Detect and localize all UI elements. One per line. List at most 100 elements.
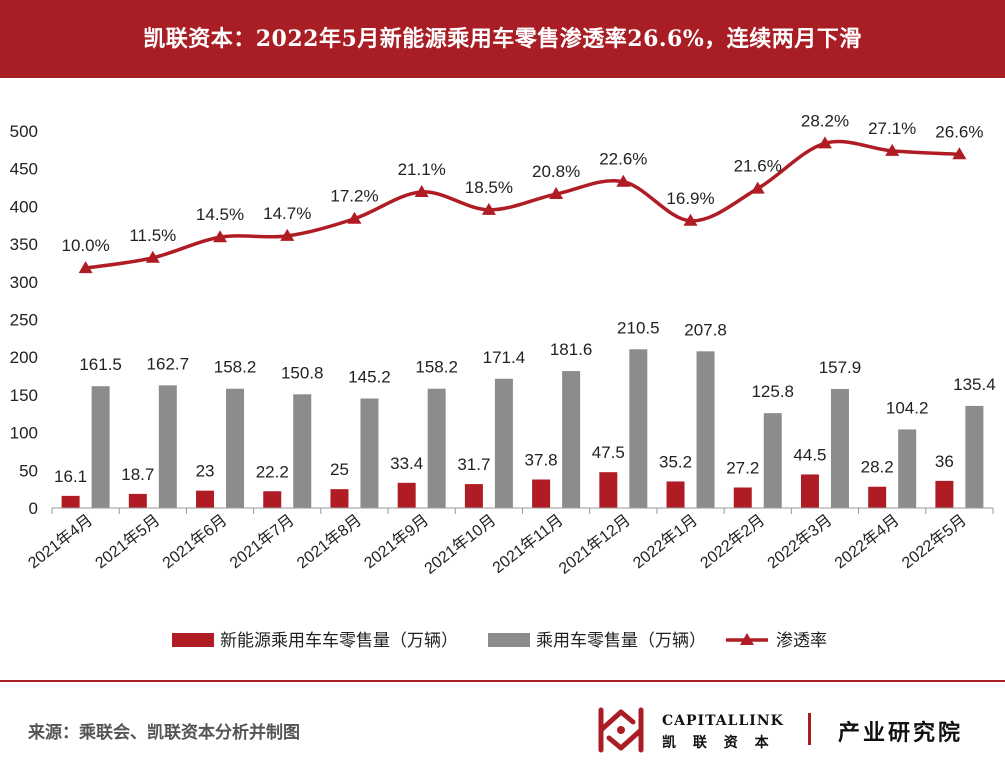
data-label-nev: 44.5 [793,445,826,464]
bar-total-sales [562,371,581,508]
data-label-nev: 37.8 [525,450,558,469]
chart: 0 50 100 150 200 250 300 350 400 450 500 16.1 161.5… [10,111,996,650]
x-tick-label: 2021年6月 [159,511,230,572]
data-label-nev: 22.2 [256,462,289,481]
bar-total-sales [763,413,782,508]
brand-separator [808,713,811,745]
x-tick-label: 2021年8月 [294,511,365,572]
bar-nev-sales [464,484,483,508]
y-tick-label: 250 [10,311,38,330]
bar-total-sales [226,388,245,508]
rate-marker [481,202,496,215]
x-tick-label: 2022年5月 [898,511,969,572]
rate-marker [78,261,93,274]
data-label-total: 125.8 [751,382,794,401]
bar-nev-sales [61,495,80,508]
rate-marker [683,213,698,226]
data-label-rate: 18.5% [465,178,513,197]
data-label-rate: 14.7% [263,204,311,223]
page-title: 凯联资本：2022年5月新能源乘用车零售渗透率26.6%，连续两月下滑 [143,26,862,52]
rate-marker [750,181,765,194]
bar-nev-sales [397,482,416,508]
x-tick-label: 2021年11月 [489,511,566,577]
department-name: 产业研究院 [838,720,964,746]
source-note: 来源：乘联会、凯联资本分析并制图 [28,723,300,743]
x-tick-label: 2021年5月 [92,511,163,572]
bar-total-sales [629,349,648,508]
footer-divider [0,680,1005,682]
rate-marker [616,174,631,187]
data-label-total: 135.4 [953,375,996,394]
data-label-rate: 14.5% [196,205,244,224]
data-label-nev: 33.4 [390,454,423,473]
data-label-nev: 36 [935,452,954,471]
bar-nev-sales [532,479,551,508]
data-label-total: 161.5 [79,355,122,374]
bar-nev-sales [128,493,147,508]
data-label-total: 210.5 [617,318,660,337]
data-label-total: 158.2 [214,358,257,377]
rate-marker [347,211,362,224]
brand-name-en: CAPITALLINK [662,713,784,729]
data-label-nev: 25 [330,460,349,479]
rate-line-path [85,139,960,270]
data-label-nev: 18.7 [121,465,154,484]
rate-marker [213,230,228,243]
x-tick-label: 2021年12月 [555,511,633,578]
data-label-nev: 31.7 [457,455,490,474]
rate-marker [414,185,429,198]
bar-total-sales [91,386,110,508]
y-tick-label: 0 [29,499,38,518]
y-tick-label: 50 [19,461,38,480]
x-tick-label: 2022年2月 [697,511,768,572]
rate-marker [549,187,564,200]
bar-total-sales [360,398,379,508]
brand-name-cn: 凯 联 资 本 [662,735,775,751]
y-tick-label: 300 [10,273,38,292]
legend-swatch-total [488,633,530,647]
bar-labels: 16.1 161.5 18.7 162.7 23 158.2 22.2 150.8 25 145.… [54,318,996,486]
data-label-total: 207.8 [684,320,727,339]
data-label-total: 162.7 [147,354,190,373]
data-label-rate: 11.5% [129,226,176,245]
y-axis: 0 50 100 150 200 250 300 350 400 450 500 [10,122,38,518]
header-bar: 凯联资本：2022年5月新能源乘用车零售渗透率26.6%，连续两月下滑 [0,0,1005,78]
data-label-nev: 16.1 [54,467,87,486]
bar-nev-sales [330,489,349,508]
data-label-total: 104.2 [886,398,929,417]
x-tick-label: 2022年1月 [630,511,701,572]
rate-marker [145,250,160,263]
x-tick-label: 2022年3月 [764,511,835,572]
x-tick-label: 2021年10月 [421,511,499,578]
data-label-total: 181.6 [550,340,593,359]
data-label-total: 150.8 [281,363,324,382]
x-tick-label: 2021年4月 [25,511,96,572]
rate-marker [885,143,900,156]
data-label-total: 158.2 [415,358,458,377]
bar-nev-sales [666,481,685,508]
bar-nev-sales [800,474,819,508]
bar-total-sales [830,388,849,508]
bar-total-sales [427,388,446,508]
bar-total-sales [158,385,177,508]
data-label-nev: 28.2 [861,458,894,477]
bar-nev-sales [263,491,282,508]
data-label-rate: 21.1% [398,160,446,179]
legend-label-nev: 新能源乘用车车零售量（万辆） [220,631,458,650]
bar-total-sales [898,429,917,508]
y-tick-label: 500 [10,122,38,141]
y-tick-label: 350 [10,235,38,254]
rate-marker [817,136,832,149]
bar-total-sales [696,351,715,508]
data-label-rate: 27.1% [868,119,916,138]
data-label-nev: 47.5 [592,443,625,462]
data-label-rate: 28.2% [801,111,849,130]
data-label-total: 171.4 [483,348,526,367]
x-tick-label: 2022年4月 [831,511,902,572]
bars [61,349,984,508]
x-tick-label: 2021年7月 [226,511,297,572]
legend-swatch-nev [172,633,214,647]
legend-label-total: 乘用车零售量（万辆） [536,631,706,650]
legend: 新能源乘用车车零售量（万辆） 乘用车零售量（万辆） 渗透率 [172,631,827,650]
